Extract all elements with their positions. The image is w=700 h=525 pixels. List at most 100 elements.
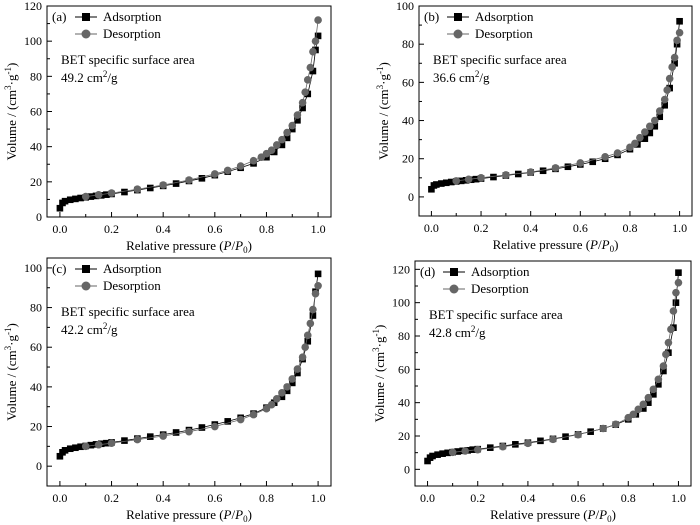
bet-annotation-value: 42.2 cm2/g bbox=[61, 321, 118, 337]
x-tick-label: 1.0 bbox=[311, 491, 326, 505]
desorption-point bbox=[599, 424, 607, 433]
x-tick-label: 1.0 bbox=[671, 491, 686, 505]
y-tick-label: 80 bbox=[402, 37, 414, 51]
adsorption-point bbox=[172, 429, 180, 436]
y-tick-label: 80 bbox=[398, 329, 410, 343]
x-tick-label: 0.8 bbox=[622, 221, 637, 235]
adsorption-point bbox=[671, 59, 678, 67]
desorption-point bbox=[634, 405, 643, 414]
panel-label: (d) bbox=[420, 264, 435, 279]
desorption-point bbox=[659, 362, 668, 370]
panel-d: 0.0 0.2 0.4 0.6 0.8 1.0020406080100120Relativ… bbox=[371, 260, 692, 524]
desorption-point bbox=[262, 404, 271, 413]
adsorption-point bbox=[121, 188, 128, 196]
desorption-point bbox=[107, 439, 116, 447]
desorption-point bbox=[524, 439, 532, 448]
y-label-close: ) bbox=[376, 62, 391, 66]
y-tick-label: 20 bbox=[30, 175, 42, 189]
desorption-point bbox=[133, 185, 142, 194]
y-label-text: Volume / (cm bbox=[372, 352, 387, 423]
legend-label: Desorption bbox=[103, 278, 161, 293]
bet-annotation-title: BET specific surface area bbox=[61, 304, 195, 319]
y-label-close: ) bbox=[4, 63, 19, 67]
x-tick-label: 0.2 bbox=[474, 221, 489, 235]
x-tick-label: 0.4 bbox=[520, 491, 535, 505]
panel-label: (c) bbox=[52, 261, 66, 276]
desorption-point bbox=[644, 393, 653, 402]
desorption-point bbox=[236, 162, 245, 170]
desorption-point bbox=[664, 338, 673, 347]
desorption-point bbox=[641, 128, 649, 136]
y-tick-label: 40 bbox=[30, 380, 42, 394]
x-tick-label: 0.2 bbox=[470, 491, 485, 505]
bet-value: 49.2 cm bbox=[61, 70, 103, 85]
y-label-close: ) bbox=[4, 323, 19, 327]
legend-marker-circle bbox=[453, 29, 463, 39]
desorption-point bbox=[272, 141, 281, 149]
desorption-point bbox=[502, 171, 510, 179]
desorption-point bbox=[655, 107, 664, 115]
y-tick-label: 80 bbox=[30, 301, 42, 315]
adsorption-point bbox=[87, 441, 95, 449]
x-tick-label: 0.0 bbox=[420, 491, 435, 505]
y-tick-label: 0 bbox=[408, 190, 414, 204]
desorption-point bbox=[654, 375, 663, 384]
desorption-point bbox=[288, 121, 297, 130]
y-label-mid: ·g bbox=[4, 74, 19, 85]
bet-sup: 2 bbox=[103, 69, 108, 79]
x-label-var: P bbox=[589, 237, 598, 252]
desorption-point bbox=[133, 435, 142, 444]
y-tick-label: 120 bbox=[24, 0, 42, 13]
adsorption-point bbox=[314, 270, 322, 278]
y-label-sup1: 3 bbox=[375, 84, 385, 89]
adsorption-point bbox=[72, 195, 79, 203]
adsorption-point bbox=[469, 446, 477, 453]
desorption-point bbox=[626, 143, 634, 152]
bet-sup: 2 bbox=[103, 321, 108, 331]
y-label-sup2: -1 bbox=[3, 327, 13, 335]
x-tick-label: 1.0 bbox=[311, 222, 326, 236]
desorption-point bbox=[668, 63, 676, 71]
x-tick-label: 0.0 bbox=[52, 491, 67, 505]
desorption-point bbox=[301, 343, 309, 352]
adsorption-point bbox=[429, 452, 436, 460]
desorption-point bbox=[159, 432, 167, 440]
adsorption-point bbox=[641, 135, 649, 142]
x-label-sub: 0 bbox=[607, 514, 612, 524]
plot-frame bbox=[46, 257, 332, 487]
desorption-point bbox=[309, 47, 317, 56]
y-tick-label: 100 bbox=[392, 296, 410, 310]
desorption-point bbox=[306, 63, 315, 72]
desorption-point bbox=[624, 413, 633, 422]
desorption-point bbox=[236, 415, 245, 424]
bet-value: 42.2 cm bbox=[61, 322, 103, 337]
adsorption-point bbox=[490, 173, 497, 181]
y-tick-label: 60 bbox=[30, 105, 42, 119]
desorption-point bbox=[663, 86, 671, 94]
y-label-text: Volume / (cm bbox=[376, 89, 391, 160]
desorption-point bbox=[314, 16, 322, 24]
desorption-point bbox=[306, 319, 315, 328]
desorption-point bbox=[283, 128, 291, 137]
x-tick-label: 0.4 bbox=[156, 222, 171, 236]
adsorption-point bbox=[294, 116, 301, 124]
y-tick-label: 20 bbox=[30, 420, 42, 434]
adsorption-point bbox=[72, 444, 79, 452]
desorption-point bbox=[293, 365, 302, 373]
adsorption-point bbox=[283, 387, 291, 395]
x-label-sub: 0 bbox=[243, 245, 248, 255]
desorption-point bbox=[223, 166, 232, 175]
desorption-point bbox=[107, 189, 116, 197]
adsorption-point bbox=[87, 193, 95, 200]
desorption-point bbox=[257, 153, 266, 162]
y-label-text: Volume / (cm bbox=[4, 350, 19, 421]
desorption-point bbox=[670, 53, 679, 62]
y-tick-label: 40 bbox=[30, 140, 42, 154]
adsorption-point bbox=[103, 191, 110, 198]
y-tick-label: 100 bbox=[24, 34, 42, 48]
adsorption-line bbox=[431, 21, 680, 190]
adsorption-point bbox=[294, 369, 301, 377]
adsorption-point bbox=[433, 181, 440, 188]
adsorption-point bbox=[640, 405, 647, 412]
y-tick-label: 40 bbox=[402, 114, 414, 128]
